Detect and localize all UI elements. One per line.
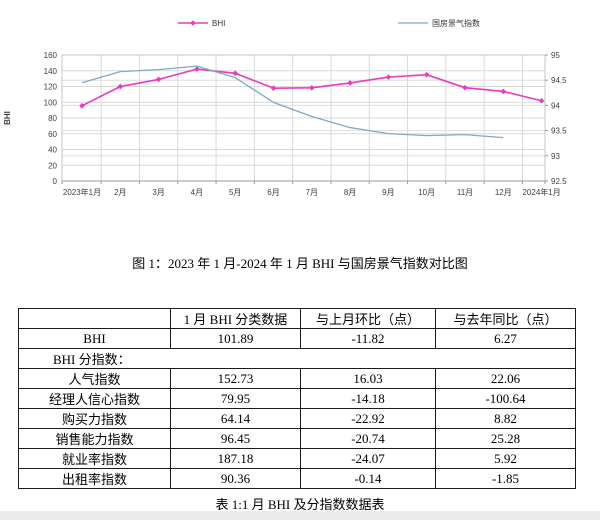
table-header-cell: 1 月 BHI 分类数据	[170, 308, 301, 329]
table-row: BHI 101.89 -11.82 6.27	[18, 328, 576, 349]
left-axis-tick-label: 0	[53, 177, 58, 186]
series-line-guofang-index	[81, 65, 504, 139]
data-point-marker	[232, 70, 238, 77]
right-axis-tick-label: 92.5	[551, 177, 567, 186]
table-value-cell: -1.85	[435, 468, 576, 489]
table-value-cell: -0.14	[300, 468, 436, 489]
table-header-cell	[18, 308, 171, 329]
right-axis-tick-label: 94.5	[551, 76, 567, 85]
table-value-cell: 90.36	[170, 468, 301, 489]
table-row: BHI 分指数：	[18, 348, 576, 369]
table-row: 销售能力指数 96.45 -20.74 25.28	[18, 428, 576, 449]
data-point-marker	[194, 66, 200, 72]
table-value-cell: -20.74	[300, 428, 436, 449]
data-point-marker	[423, 71, 430, 78]
data-point-marker	[347, 80, 353, 86]
table-row-label: 经理人信心指数	[18, 388, 171, 409]
bhi-comparison-chart: 0 20 40 60 80 100 120 140 160 92.5 93 93.5 94 94.5 95 2…	[3, 18, 567, 197]
x-axis-label: 8月	[344, 188, 356, 197]
table-value-cell: 25.28	[435, 428, 576, 449]
data-point-marker	[500, 88, 507, 95]
table-row-label: 销售能力指数	[18, 428, 171, 449]
left-axis-tick-label: 60	[48, 130, 57, 139]
left-axis-tick-label: 40	[48, 146, 57, 155]
table-value-cell: 8.82	[435, 408, 576, 429]
table-value-cell: 187.18	[170, 448, 301, 469]
table-header-row: 1 月 BHI 分类数据 与上月环比（点） 与去年同比（点）	[18, 308, 576, 329]
right-axis-tick-label: 93	[551, 152, 560, 161]
x-axis-label: 3月	[152, 188, 164, 197]
data-point-marker	[385, 74, 392, 80]
table-header-cell: 与上月环比（点）	[300, 308, 436, 329]
table-value-cell: 16.03	[300, 368, 436, 389]
left-axis-tick-label: 20	[48, 161, 57, 170]
table-row-label: 购买力指数	[18, 408, 171, 429]
right-axis-tick-label: 95	[551, 51, 560, 60]
data-point-marker	[79, 102, 85, 109]
x-axis-label: 2月	[114, 188, 126, 197]
table-value-cell: -24.07	[300, 448, 436, 469]
left-axis-title: BHI	[3, 111, 12, 125]
table-value-cell: 6.27	[435, 328, 576, 349]
table-value-cell: 22.06	[435, 368, 576, 389]
x-axis-label: 4月	[191, 188, 203, 197]
data-point-marker	[309, 85, 315, 91]
x-axis-label: 10月	[418, 188, 435, 197]
x-axis-label: 5月	[229, 188, 241, 197]
table-caption: 表 1:1 月 BHI 及分指数数据表	[215, 497, 385, 512]
x-axis-label: 12月	[495, 188, 512, 197]
x-axis-label: 6月	[267, 188, 279, 197]
left-axis-tick-label: 80	[48, 114, 57, 123]
table-value-cell: 5.92	[435, 448, 576, 469]
left-axis-tick-label: 120	[44, 83, 58, 92]
left-axis-tick-label: 160	[44, 51, 58, 60]
table-value-cell: -14.18	[300, 388, 436, 409]
data-point-marker	[538, 97, 545, 104]
table-row-label: 人气指数	[18, 368, 171, 389]
x-axis-label: 7月	[306, 188, 318, 197]
table-row-label: 就业率指数	[18, 448, 171, 469]
table-row: 出租率指数 90.36 -0.14 -1.85	[18, 468, 576, 489]
table-row: 就业率指数 187.18 -24.07 5.92	[18, 448, 576, 469]
legend-label: BHI	[212, 19, 225, 28]
data-point-marker	[462, 84, 468, 91]
figure-caption: 图 1：2023 年 1 月-2024 年 1 月 BHI 与国房景气指数对比图	[132, 256, 468, 271]
table-row: 购买力指数 64.14 -22.92 8.82	[18, 408, 576, 429]
table-row: 人气指数 152.73 16.03 22.06	[18, 368, 576, 389]
table-value-cell: 96.45	[170, 428, 301, 449]
table-value-cell: -22.92	[300, 408, 436, 429]
x-axis-label: 11月	[457, 188, 473, 197]
x-axis-label: 2023年1月	[63, 187, 101, 197]
table-value-cell: 101.89	[170, 328, 301, 349]
data-point-marker	[270, 85, 277, 91]
page-bottom-edge	[0, 511, 600, 520]
data-point-marker	[117, 83, 124, 90]
table-value-cell: -11.82	[300, 328, 436, 349]
right-axis-tick-label: 93.5	[551, 127, 567, 136]
table-value-cell: -100.64	[435, 388, 576, 409]
table-section-cell: BHI 分指数：	[18, 348, 576, 369]
x-axis-label: 9月	[382, 188, 394, 197]
table-value-cell: 64.14	[170, 408, 301, 429]
table-value-cell: 152.73	[170, 368, 301, 389]
table-row: 经理人信心指数 79.95 -14.18 -100.64	[18, 388, 576, 409]
bhi-data-table: 1 月 BHI 分类数据 与上月环比（点） 与去年同比（点） BHI 101.89 -11…	[18, 308, 576, 489]
legend-marker	[190, 20, 196, 26]
table-row-label: BHI	[18, 328, 171, 349]
table-value-cell: 79.95	[170, 388, 301, 409]
data-point-marker	[155, 76, 162, 83]
left-axis-tick-label: 100	[44, 98, 58, 107]
left-axis-tick-label: 140	[44, 67, 58, 76]
table-row-label: 出租率指数	[18, 468, 171, 489]
legend-label: 国房景气指数	[432, 18, 480, 28]
right-axis-tick-label: 94	[551, 101, 560, 110]
x-axis-label: 2024年1月	[522, 187, 560, 197]
table-header-cell: 与去年同比（点）	[435, 308, 576, 329]
